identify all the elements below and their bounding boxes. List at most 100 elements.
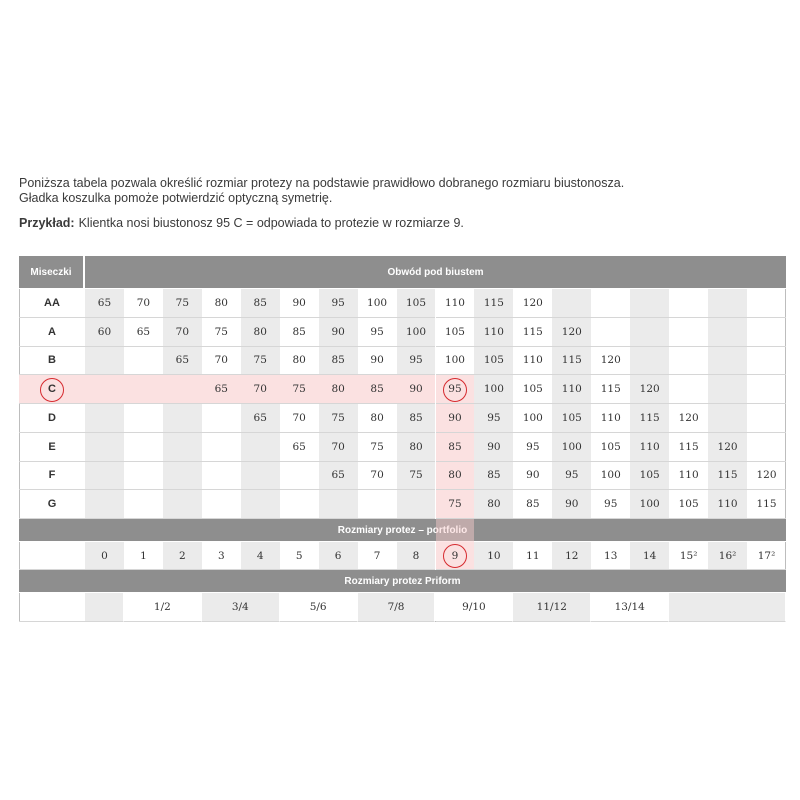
band-size [630,317,670,347]
prosthesis-size: 1 [123,542,163,570]
prosthesis-size: 11 [513,542,553,570]
band-size: 65 [85,289,124,318]
band-size [123,404,163,433]
band-size: 115 [552,346,592,376]
band-size: 120 [630,375,670,404]
band-size: 100 [396,317,436,347]
prosthesis-size: 17² [747,542,786,570]
band-size [318,490,358,519]
band-size: 115 [747,490,786,519]
prosthesis-size: 0 [85,542,124,570]
band-size: 115 [669,433,709,462]
band-size: 120 [747,462,786,491]
band-size [747,375,786,404]
prosthesis-size: 10 [474,542,514,570]
example-label: Przykład: [19,216,75,230]
band-size [747,289,786,318]
band-size: 65 [279,433,319,462]
band-size: 115 [630,404,670,433]
band-size: 90 [318,317,358,347]
band-size [162,432,202,462]
band-size [747,404,786,433]
intro-line: Gładka koszulka pomoże potwierdzić optyc… [19,191,333,205]
band-size: 100 [513,404,553,433]
band-size [162,461,202,491]
band-size: 105 [552,404,592,433]
band-size [591,318,631,347]
priform-size: 13/14 [591,593,670,622]
band-size: 90 [357,347,397,376]
band-size [85,490,124,519]
band-size [85,346,124,376]
band-size [747,318,786,347]
prosthesis-size: 4 [240,542,280,570]
band-size [123,347,163,376]
prosthesis-size: 13 [591,542,631,570]
band-size [708,375,748,404]
band-size: 85 [279,318,319,347]
band-size: 80 [240,317,280,347]
band-size: 110 [552,375,592,404]
band-size [201,462,241,491]
band-size: 115 [708,461,748,491]
cup-size: E [19,433,85,462]
band-size: 105 [435,318,475,347]
band-size: 100 [552,432,592,462]
band-size: 110 [669,462,709,491]
band-size [85,375,124,404]
band-size: 110 [474,317,514,347]
priform-size: 1/2 [123,593,202,622]
band-size: 115 [474,289,514,318]
band-size: 75 [435,490,475,519]
cup-size: D [19,404,85,433]
band-size: 75 [396,461,436,491]
band-size: 75 [357,433,397,462]
band-size [123,490,163,519]
highlight-circle [442,377,467,402]
cup-size: F [19,462,85,491]
column-highlight [435,519,475,542]
band-size: 90 [435,404,475,433]
band-size: 90 [474,432,514,462]
band-size: 80 [396,432,436,462]
cup-size: G [19,490,85,519]
band-size [123,375,163,404]
band-size [669,375,709,404]
band-size [630,346,670,376]
band-size: 80 [318,375,358,404]
band-size: 65 [162,346,202,376]
band-size: 65 [318,461,358,491]
band-size [240,432,280,462]
band-size: 95 [396,346,436,376]
prosthesis-size: 16² [708,542,748,570]
band-size: 95 [357,318,397,347]
band-size [591,289,631,318]
band-size: 95 [513,433,553,462]
band-size [747,433,786,462]
band-size [201,490,241,519]
cup-size: A [19,318,85,347]
prosthesis-size: 14 [630,542,670,570]
priform-size [85,593,124,622]
band-size [669,318,709,347]
band-size: 65 [123,318,163,347]
band-size [240,490,280,519]
band-size: 95 [552,461,592,491]
band-size: 105 [630,461,670,491]
band-size: 70 [201,347,241,376]
band-size: 70 [318,432,358,462]
band-size [630,289,670,318]
band-size: 120 [513,289,553,318]
band-size: 75 [240,346,280,376]
band-size: 110 [708,490,748,519]
band-size [669,289,709,318]
cup-size: AA [19,289,85,318]
band-size: 120 [708,432,748,462]
band-size [201,433,241,462]
prosthesis-size: 6 [318,542,358,570]
band-size [279,490,319,519]
band-size: 120 [591,347,631,376]
band-size: 75 [318,404,358,433]
example-text: Klientka nosi biustonosz 95 C = odpowiad… [78,216,464,230]
